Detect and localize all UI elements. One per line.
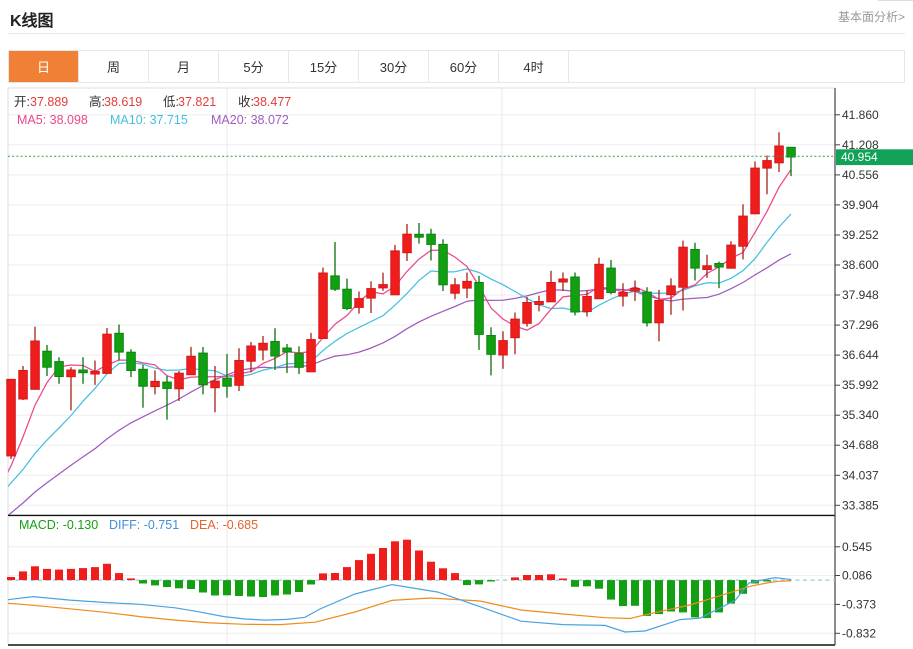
svg-text:34.037: 34.037 [842,468,879,482]
svg-text:40.556: 40.556 [842,168,879,182]
svg-text:MA20: 38.072: MA20: 38.072 [211,113,289,127]
svg-text:DEA: -0.685: DEA: -0.685 [190,518,258,532]
svg-text:MA10: 37.715: MA10: 37.715 [110,113,188,127]
svg-text:35.992: 35.992 [842,378,879,392]
svg-text:34.688: 34.688 [842,438,879,452]
svg-text:38.600: 38.600 [842,258,879,272]
svg-text:37.296: 37.296 [842,318,879,332]
svg-text:-0.832: -0.832 [842,626,876,640]
svg-text:36.644: 36.644 [842,348,879,362]
svg-text:MA5: 38.098: MA5: 38.098 [17,113,88,127]
svg-text:41.860: 41.860 [842,108,879,122]
svg-text:-0.373: -0.373 [842,597,876,611]
svg-text:MACD: -0.130: MACD: -0.130 [19,518,98,532]
svg-text:41.208: 41.208 [842,138,879,152]
svg-text:39.904: 39.904 [842,198,879,212]
svg-text:0.086: 0.086 [842,569,872,583]
svg-text:33.385: 33.385 [842,498,879,512]
svg-text:39.252: 39.252 [842,228,879,242]
svg-text:DIFF: -0.751: DIFF: -0.751 [109,518,179,532]
svg-text:35.340: 35.340 [842,408,879,422]
svg-text:40.954: 40.954 [841,150,878,164]
svg-text:37.948: 37.948 [842,288,879,302]
svg-text:0.545: 0.545 [842,540,872,554]
